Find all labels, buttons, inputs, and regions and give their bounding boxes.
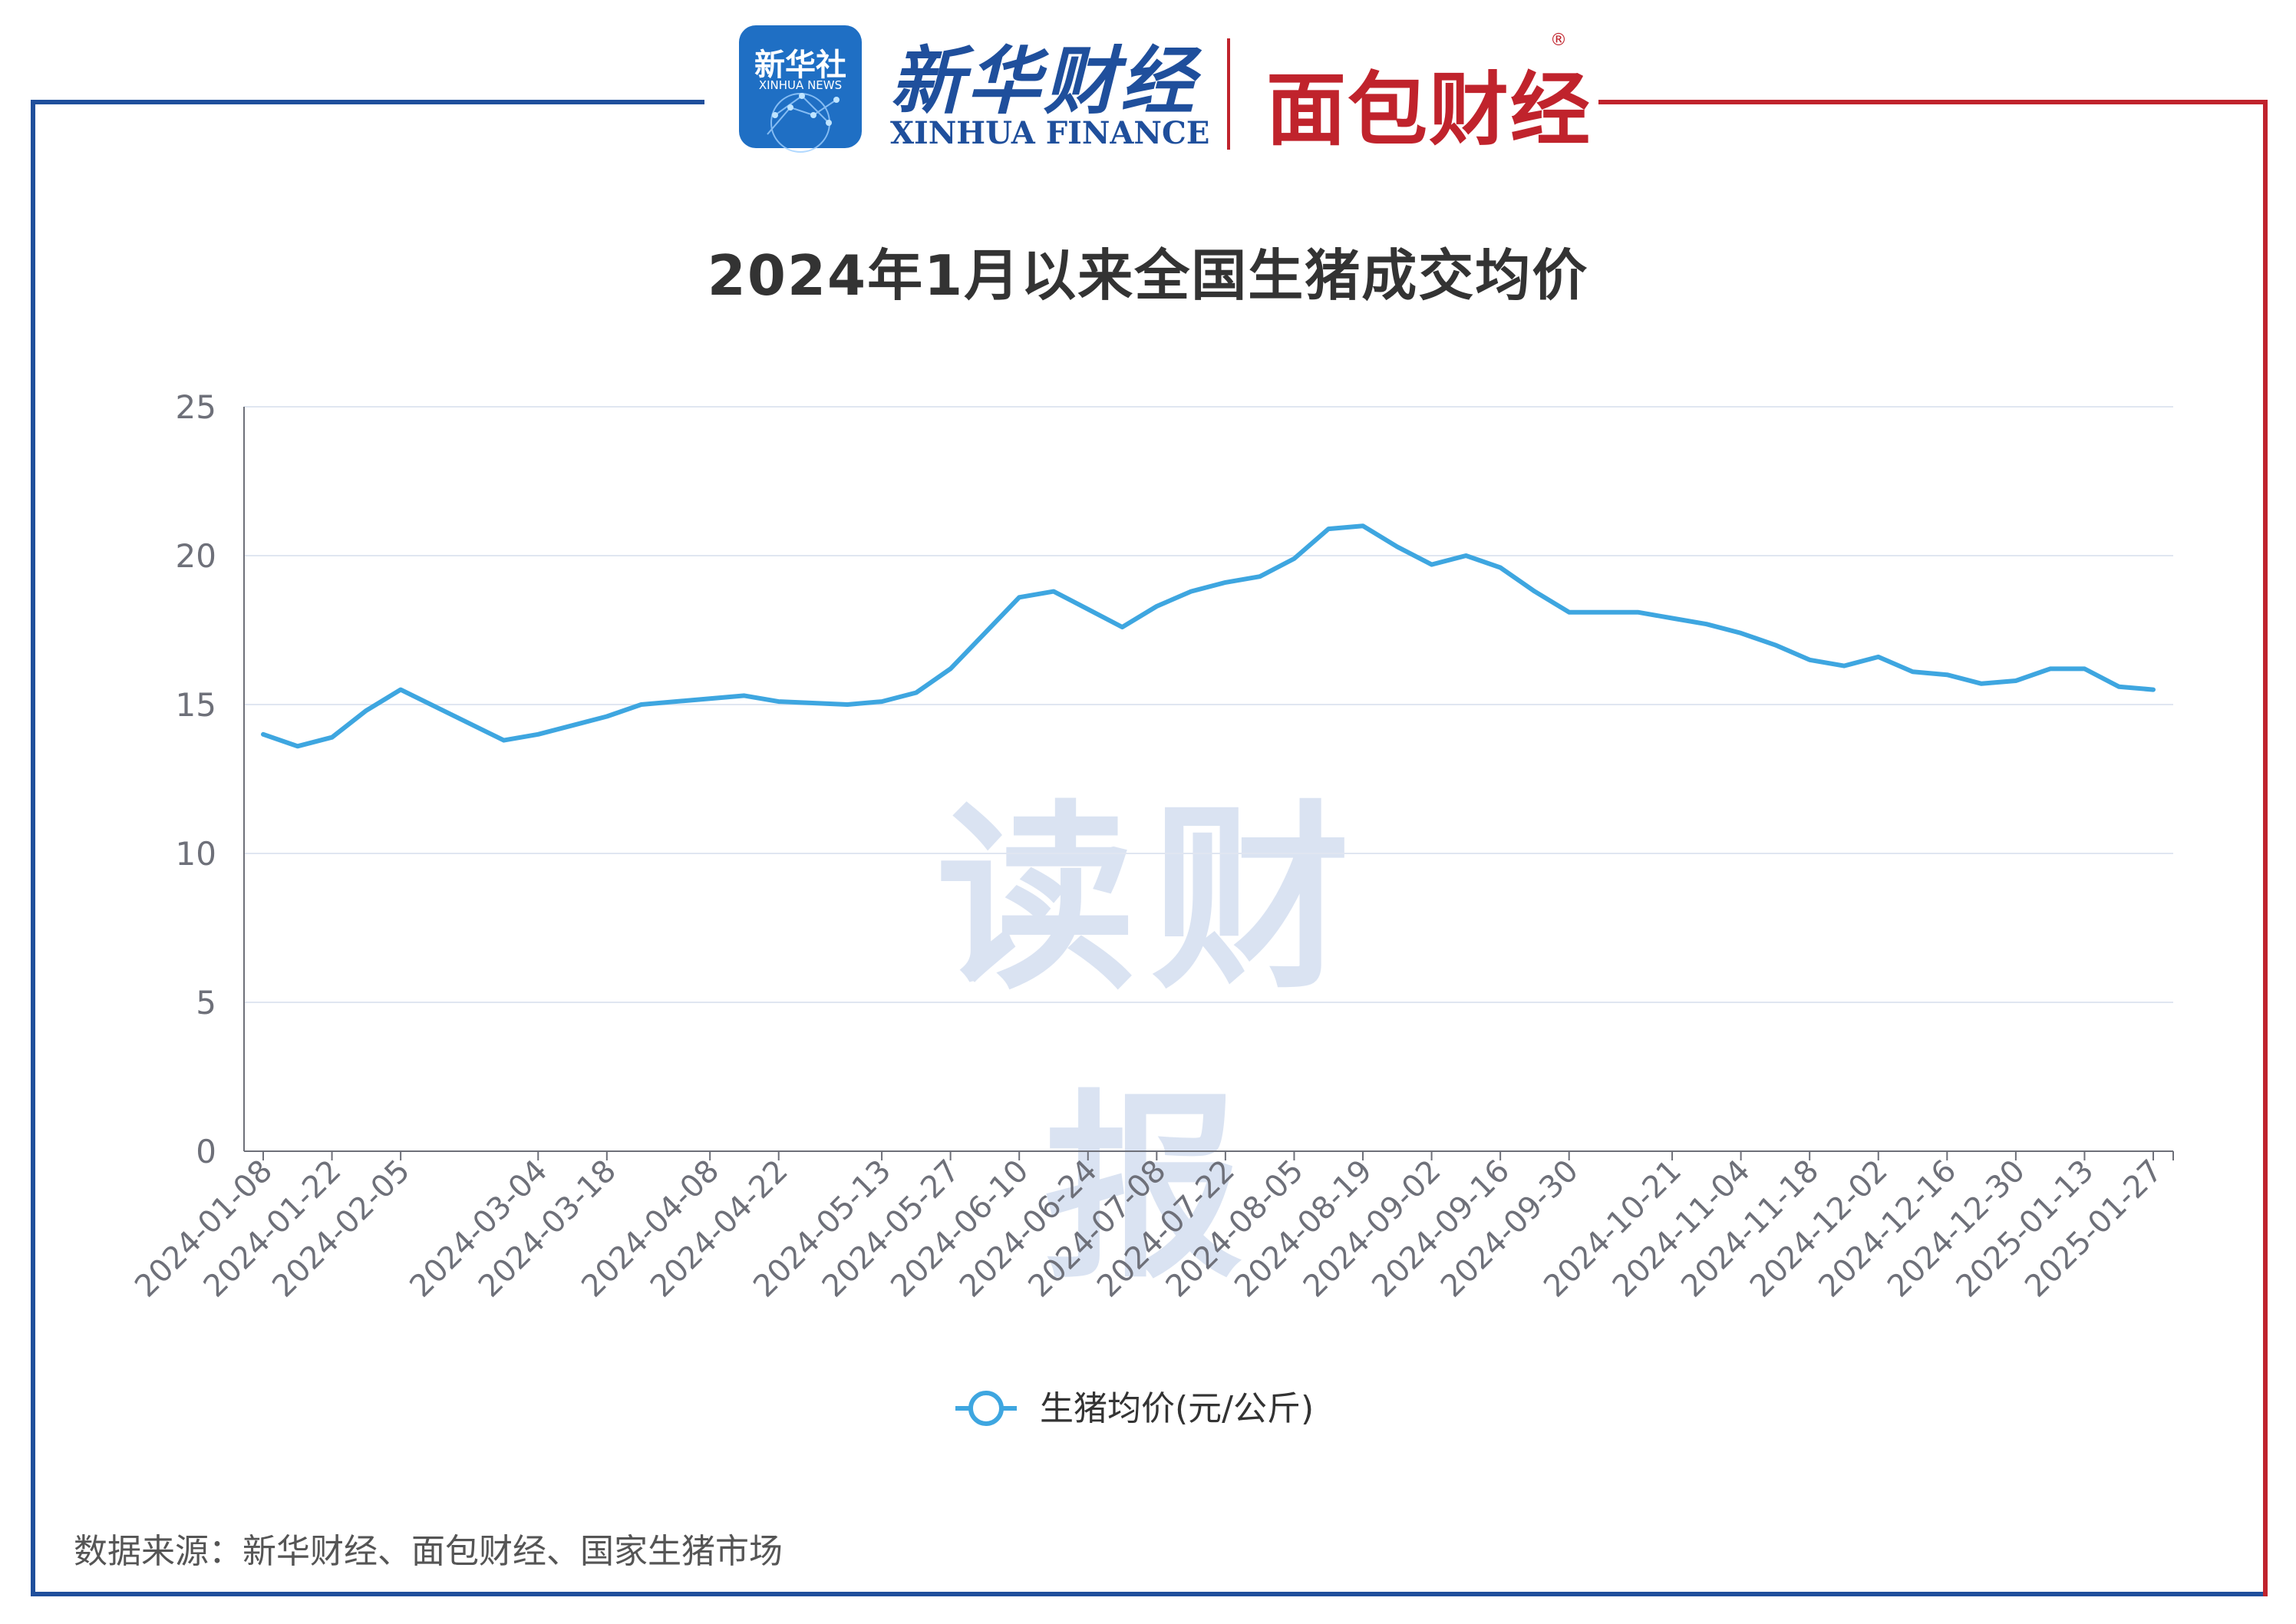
xinhua-news-logo <box>739 25 862 153</box>
legend-marker <box>968 1391 1004 1426</box>
mianbao-finance-logo: 面包财经 <box>1266 63 1592 157</box>
y-tick-label: 20 <box>176 537 216 575</box>
series-lines <box>261 523 2156 749</box>
y-tick-labels: 0 5 10 15 20 25 <box>176 388 216 1170</box>
source-note: 数据来源：新华财经、面包财经、国家生猪市场 <box>74 1532 783 1571</box>
x-tick-labels: 2024-01-082024-01-222024-02-052024-03-04… <box>128 1154 2169 1305</box>
xinhua-finance-logo: 新华财经 <box>890 38 1197 124</box>
chart-title: 2024年1月以来全国生猪成交均价 <box>707 243 1589 308</box>
axes <box>243 407 2174 1160</box>
y-tick-label: 25 <box>176 388 216 426</box>
grid-lines <box>244 406 2173 1003</box>
watermark: 读财报 <box>936 784 1366 1305</box>
xinhua-news-badge-en: XINHUA NEWS <box>758 78 843 92</box>
series-line <box>261 523 2156 749</box>
xinhua-finance-logo-en: XINHUA FINANCE <box>890 115 1210 151</box>
legend-label: 生猪均价(元/公斤) <box>1040 1389 1314 1428</box>
y-tick-label: 5 <box>196 984 216 1022</box>
y-tick-label: 10 <box>176 835 216 873</box>
y-tick-label: 15 <box>176 686 216 724</box>
y-tick-label: 0 <box>196 1133 216 1170</box>
legend: 生猪均价(元/公斤) <box>955 1389 1314 1428</box>
xinhua-news-badge-text: 新华社 <box>754 48 846 83</box>
registered-mark: ® <box>1550 31 1567 50</box>
